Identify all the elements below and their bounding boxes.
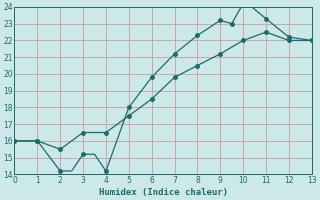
X-axis label: Humidex (Indice chaleur): Humidex (Indice chaleur) bbox=[99, 188, 228, 197]
